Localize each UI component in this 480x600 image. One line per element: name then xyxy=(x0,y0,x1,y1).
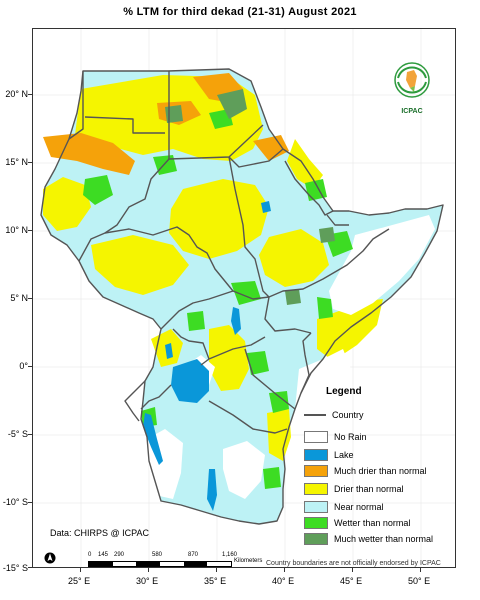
legend-label: Lake xyxy=(334,450,354,460)
lon-tick xyxy=(148,568,149,572)
lat-label: 0° xyxy=(19,361,28,371)
lake-tana xyxy=(261,201,271,213)
country-boundaries xyxy=(40,68,444,525)
legend-item-country: Country xyxy=(304,408,364,422)
lon-label: 35° E xyxy=(204,576,227,586)
lat-tick xyxy=(28,162,32,163)
legend-item: Near normal xyxy=(304,500,384,514)
lon-label: 45° E xyxy=(340,576,363,586)
legend-label: Near normal xyxy=(334,502,384,512)
globe-logo-icon xyxy=(394,62,430,98)
legend-item: Much drier than normal xyxy=(304,464,427,478)
lat-label: 10° N xyxy=(5,225,28,235)
lat-tick xyxy=(28,366,32,367)
legend-item: Wetter than normal xyxy=(304,516,410,530)
lake-malawi xyxy=(207,469,217,511)
legend-swatch xyxy=(304,431,328,443)
lat-tick xyxy=(28,567,32,568)
lake-tanganyika xyxy=(143,413,163,465)
lon-tick xyxy=(352,568,353,572)
wetter-areas xyxy=(83,109,353,489)
map-title: % LTM for third dekad (21-31) August 202… xyxy=(123,6,357,18)
legend-label: Drier than normal xyxy=(334,484,404,494)
legend-swatch xyxy=(304,465,328,477)
scale-label: 290 xyxy=(114,552,125,558)
lat-label: 15° N xyxy=(5,157,28,167)
country-line-swatch xyxy=(304,414,326,416)
lon-label: 50° E xyxy=(408,576,431,586)
lat-tick xyxy=(28,434,32,435)
legend-swatch xyxy=(304,533,328,545)
lon-label: 25° E xyxy=(68,576,91,586)
scale-label: 1,160 xyxy=(222,552,238,558)
disclaimer: Country boundaries are not officially en… xyxy=(266,560,441,567)
lat-label: -15° S xyxy=(2,563,28,573)
lon-tick xyxy=(216,568,217,572)
lon-label: 30° E xyxy=(136,576,159,586)
lakes xyxy=(143,201,271,511)
legend-item: Lake xyxy=(304,448,354,462)
igad-icpac-logo: ICPAC xyxy=(392,58,432,118)
legend-swatch xyxy=(304,449,328,461)
legend-label: Much drier than normal xyxy=(334,466,427,476)
lat-label: 20° N xyxy=(5,89,28,99)
lon-tick xyxy=(420,568,421,572)
lat-label: -10° S xyxy=(2,497,28,507)
scale-unit: Kilometers xyxy=(234,558,263,564)
legend-item: Drier than normal xyxy=(304,482,404,496)
scale-labels: 0 145 290 580 870 1,160 Kilometers xyxy=(88,552,262,564)
lon-tick xyxy=(284,568,285,572)
lat-tick xyxy=(28,94,32,95)
map-legend: Legend Country No Rain Lake Much drier t… xyxy=(304,386,454,545)
map-frame[interactable] xyxy=(32,28,456,568)
lake-turkana xyxy=(231,307,241,335)
scale-label: 870 xyxy=(188,552,199,558)
north-arrow-icon xyxy=(44,552,56,564)
map-canvas xyxy=(33,29,455,567)
lon-tick xyxy=(80,568,81,572)
lake-albert xyxy=(165,343,173,359)
lake-victoria xyxy=(171,359,209,403)
scale-label: 580 xyxy=(152,552,163,558)
scale-label: 145 xyxy=(98,552,109,558)
scale-bar: 0 145 290 580 870 1,160 Kilometers xyxy=(88,552,262,567)
legend-label: Country xyxy=(332,410,364,420)
lat-label: 5° N xyxy=(10,293,28,303)
scale-label: 0 xyxy=(88,552,92,558)
legend-title: Legend xyxy=(326,386,362,397)
legend-swatch xyxy=(304,483,328,495)
legend-label: Much wetter than normal xyxy=(334,534,434,544)
legend-item: No Rain xyxy=(304,430,367,444)
legend-label: No Rain xyxy=(334,432,367,442)
lat-tick xyxy=(28,502,32,503)
lon-label: 40° E xyxy=(272,576,295,586)
lat-label: -5° S xyxy=(7,429,28,439)
legend-swatch xyxy=(304,501,328,513)
lat-tick xyxy=(28,298,32,299)
legend-item: Much wetter than normal xyxy=(304,532,433,546)
data-credit: Data: CHIRPS @ ICPAC xyxy=(50,528,149,538)
scale-bar-segments xyxy=(88,561,232,567)
lat-tick xyxy=(28,230,32,231)
legend-label: Wetter than normal xyxy=(334,518,411,528)
logo-text: ICPAC xyxy=(401,108,423,115)
legend-swatch xyxy=(304,517,328,529)
